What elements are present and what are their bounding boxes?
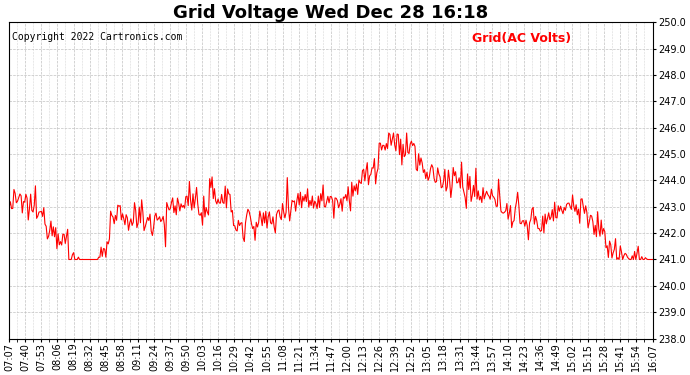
Title: Grid Voltage Wed Dec 28 16:18: Grid Voltage Wed Dec 28 16:18	[173, 4, 489, 22]
Text: Copyright 2022 Cartronics.com: Copyright 2022 Cartronics.com	[12, 32, 183, 42]
Text: Grid(AC Volts): Grid(AC Volts)	[473, 32, 571, 45]
